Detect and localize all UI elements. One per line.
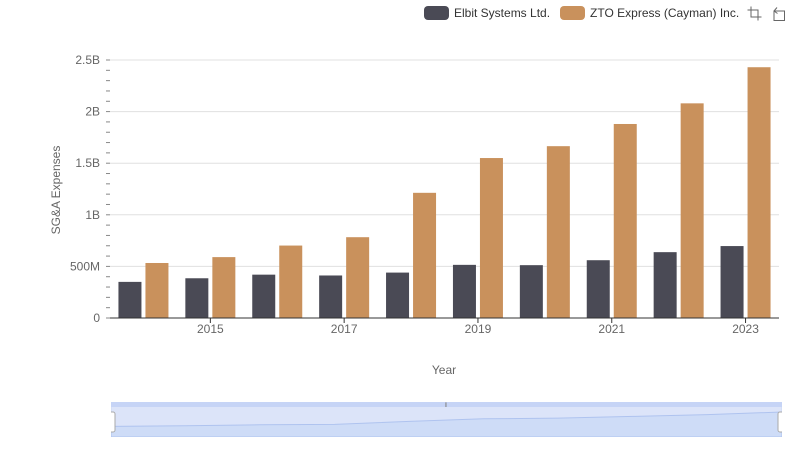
bar-zto [279,245,303,318]
bar-elbit [586,260,610,318]
bar-elbit [720,246,744,318]
bar-elbit [519,265,543,318]
y-axis-title: SG&A Expenses [49,146,63,235]
bar-zto [680,103,704,319]
bar-zto [546,146,570,318]
bar-elbit [653,252,677,318]
zoom-grip: ⦀ [445,402,448,409]
restore-icon[interactable] [771,6,786,21]
x-tick-label: 2023 [732,322,759,336]
bar-elbit [118,281,142,318]
legend-item-elbit[interactable]: Elbit Systems Ltd. [424,6,550,20]
y-tick-label: 2.5B [75,53,100,67]
bar-zto [212,257,236,318]
y-tick-label: 1.5B [75,156,100,170]
x-axis-tick-labels: 2015 2017 2019 2021 2023 [197,318,759,336]
zoom-top-bar[interactable] [111,402,782,407]
legend-swatch-zto [560,6,586,20]
bar-zto [747,67,771,318]
zoom-icon[interactable] [747,6,762,21]
zoom-selection [111,402,782,437]
zoom-slider[interactable]: ⦀ [111,402,782,437]
bar-elbit [185,278,209,318]
legend-swatch-elbit [424,6,449,20]
chart-toolbox [747,6,786,21]
x-tick-label: 2015 [197,322,224,336]
chart-legend: Elbit Systems Ltd. ZTO Express (Cayman) … [424,4,749,22]
bar-zto [613,123,637,318]
bar-zto [479,158,503,318]
zoom-handle-left[interactable] [111,411,116,433]
x-axis-title: Year [432,363,456,377]
y-tick-label: 0 [93,311,100,325]
legend-item-zto[interactable]: ZTO Express (Cayman) Inc. [560,6,739,20]
x-tick-label: 2019 [465,322,492,336]
y-tick-label: 1B [85,208,100,222]
bar-elbit [452,264,476,318]
zoom-handle-right[interactable] [777,411,782,433]
bar-elbit [386,272,410,318]
legend-label-elbit: Elbit Systems Ltd. [454,6,551,20]
bar-elbit [252,274,276,318]
bar-zto [145,262,169,318]
zoom-preview [111,411,782,437]
bars [118,67,771,319]
x-tick-label: 2017 [331,322,358,336]
y-tick-label: 500M [70,259,100,273]
grid-lines [110,59,779,267]
y-tick-label: 2B [85,105,100,119]
bar-zto [346,237,370,318]
legend-label-zto: ZTO Express (Cayman) Inc. [590,6,740,20]
y-axis-tick-labels: 0 500M 1B 1.5B 2B 2.5B [70,53,100,325]
x-tick-label: 2021 [598,322,625,336]
bar-elbit [319,275,343,318]
y-minor-ticks [106,59,110,319]
bar-zto [413,192,437,318]
